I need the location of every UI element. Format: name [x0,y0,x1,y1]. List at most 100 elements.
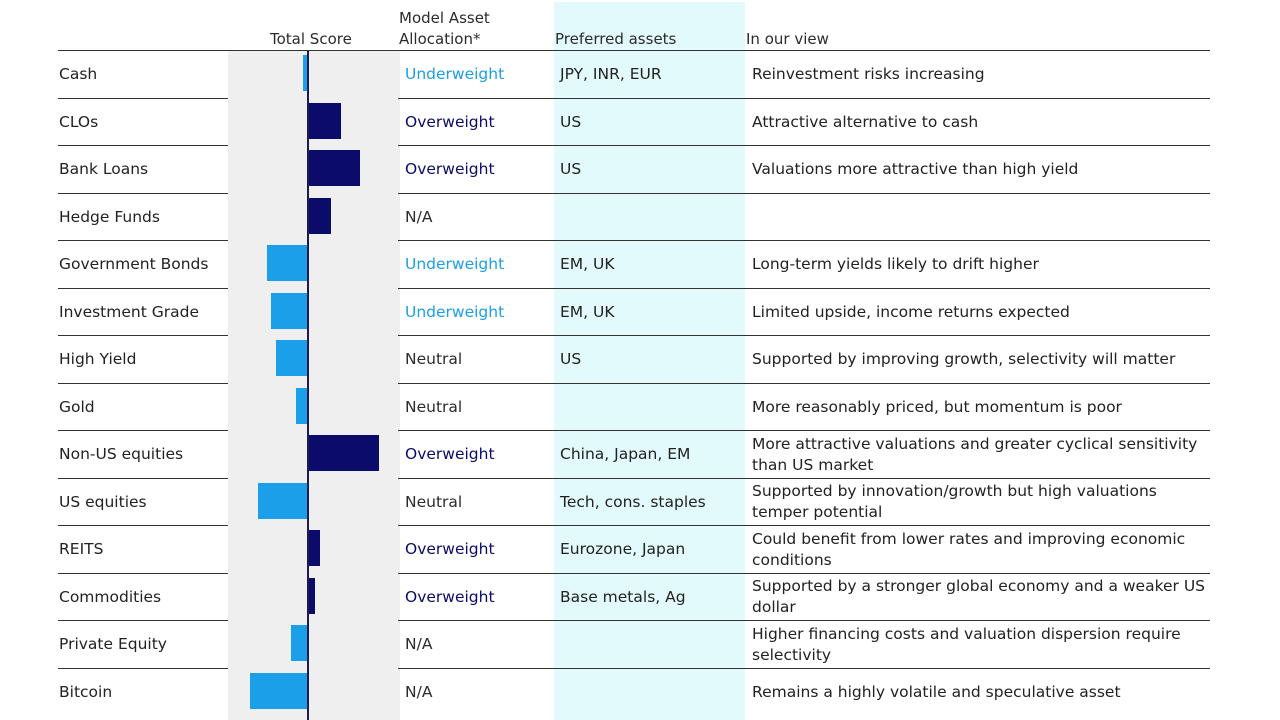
asset-class-name: US equities [59,492,147,511]
row-divider [58,525,1210,526]
asset-class-name: Cash [59,65,98,83]
allocation-label: Neutral [405,350,463,368]
view-text: Reinvestment risks increasing [752,65,985,83]
table-row: US equities Neutral Tech, cons. staples Sup… [0,479,1280,526]
view-text: Could benefit from lower rates and impro… [752,529,1186,569]
score-bar [307,197,331,234]
preferred-assets: Base metals, Ag [560,587,686,606]
row-divider-gap [228,287,398,289]
view-text: Remains a highly volatile and speculativ… [752,682,1121,701]
row-divider-gap [228,240,398,241]
row-divider-gap [228,620,398,621]
allocation-label: Underweight [405,255,505,273]
view-text: More attractive valuations and greater c… [752,434,1198,474]
row-divider-gap [228,430,398,431]
row-divider-gap [228,97,398,99]
row-divider-gap [228,192,398,194]
asset-class-name: REITS [59,540,104,558]
header-in-our-view: In our view [746,30,829,48]
view-text: Supported by improving growth, selectivi… [752,350,1176,368]
allocation-label: Underweight [405,302,505,321]
view-text: Limited upside, income returns expected [752,302,1070,321]
row-divider-gap [228,525,398,526]
table-row: Bitcoin N/A Remains a highly volatile and … [0,669,1280,717]
score-bar [257,482,307,519]
row-divider [58,335,1210,336]
row-divider-gap [228,145,398,146]
asset-class-name: Non-US equities [59,445,184,463]
asset-class-name: Gold [59,397,95,416]
asset-class-name: Bank Loans [59,160,149,178]
score-bar [290,625,307,661]
preferred-assets: Eurozone, Japan [560,540,686,558]
row-divider [58,477,1210,479]
score-bar [266,245,307,281]
allocation-label: Overweight [405,540,495,558]
table-row: Non-US equities Overweight China, Japan, E… [0,431,1280,479]
score-bar [303,55,307,91]
view-text [752,194,1207,241]
table-row: REITS Overweight Eurozone, Japan Could bene… [0,526,1280,574]
preferred-assets [560,621,745,668]
table-row: Investment Grade Underweight EM, UK Limited… [0,289,1280,336]
allocation-label: N/A [405,635,433,653]
view-text: Valuations more attractive than high yie… [752,160,1079,178]
score-zero-axis [307,51,309,720]
table-row: Private Equity N/A Higher financing costs … [0,621,1280,669]
table-row: High Yield Neutral US Supported by improvin… [0,336,1280,384]
header-preferred-assets: Preferred assets [555,30,677,48]
view-text: Supported by a stronger global economy a… [752,577,1206,616]
preferred-assets: US [560,160,582,178]
row-divider [58,667,1210,669]
row-divider [58,287,1210,289]
row-divider [58,382,1210,384]
view-text: Long-term yields likely to drift higher [752,255,1039,273]
table-row: Cash Underweight JPY, INR, EUR Reinvestment… [0,51,1280,99]
score-bar [295,387,307,424]
preferred-assets [560,669,745,716]
asset-class-name: High Yield [59,350,137,368]
table-row: Government Bonds Underweight EM, UK Long-te… [0,241,1280,289]
allocation-label: Neutral [405,492,463,511]
asset-class-name: Private Equity [59,635,167,653]
allocation-label: Overweight [405,587,495,606]
row-divider [58,192,1210,194]
preferred-assets [560,194,745,241]
row-divider [58,240,1210,241]
allocation-label: Overweight [405,160,495,178]
asset-class-name: Bitcoin [59,682,113,701]
score-bar [307,102,341,139]
view-text: Higher financing costs and valuation dis… [752,624,1181,664]
allocation-label: Underweight [405,65,505,83]
allocation-label: Neutral [405,397,463,416]
table-row: Commodities Overweight Base metals, Ag Supp… [0,574,1280,621]
asset-class-name: Investment Grade [59,302,199,321]
preferred-assets: China, Japan, EM [560,445,691,463]
row-divider [58,620,1210,621]
header-total-score: Total Score [270,30,352,48]
asset-class-name: Commodities [59,587,162,606]
table-row: Gold Neutral More reasonably priced, but m… [0,384,1280,431]
row-divider-gap [228,667,398,669]
preferred-assets: EM, UK [560,255,615,273]
score-bar [250,672,307,709]
preferred-column-background [554,2,745,720]
row-divider-gap [228,477,398,479]
asset-class-name: Government Bonds [59,255,209,273]
allocation-label: Overweight [405,445,495,463]
header-divider [58,50,1210,51]
table-row: Hedge Funds N/A [0,194,1280,241]
row-divider [58,572,1210,574]
view-text: More reasonably priced, but momentum is … [752,397,1122,416]
row-divider-gap [228,382,398,384]
asset-class-name: CLOs [59,112,99,131]
score-bar [307,530,320,566]
allocation-label: N/A [405,682,433,701]
score-bar [275,340,307,376]
row-divider [58,430,1210,431]
preferred-assets: US [560,112,582,131]
row-divider-gap [228,572,398,574]
allocation-label: Overweight [405,112,495,131]
row-divider [58,145,1210,146]
